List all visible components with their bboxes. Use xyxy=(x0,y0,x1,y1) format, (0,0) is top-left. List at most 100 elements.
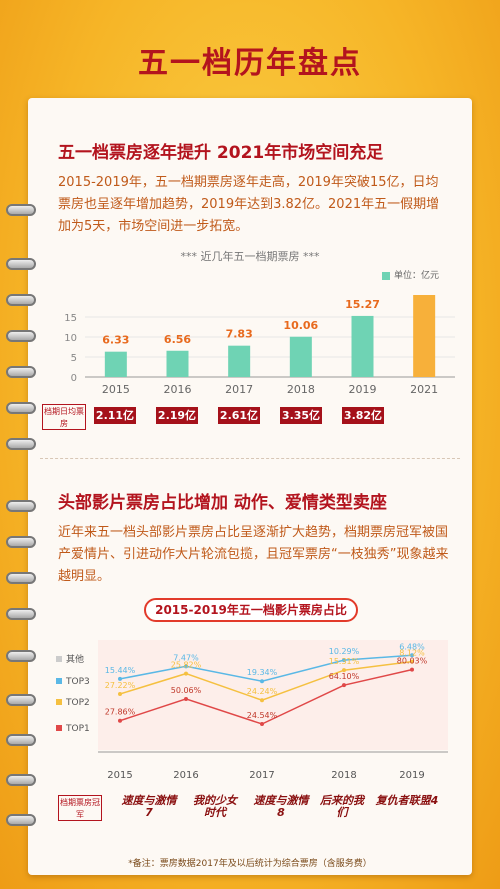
binding-ring xyxy=(6,330,36,342)
series-point xyxy=(118,676,122,681)
section2-paragraph: 近年来五一档头部影片票房占比呈逐渐扩大趋势，档期票房冠军被国产爱情片、引进动作大… xyxy=(58,525,449,584)
data-label: 7.47% xyxy=(173,653,199,662)
binding-ring xyxy=(6,366,36,378)
legend-swatch xyxy=(56,725,62,731)
x-tick-label: 2016 xyxy=(173,770,198,781)
champion-film-title: 速度与激情8 xyxy=(253,794,309,819)
bar-value-label: 7.83 xyxy=(226,328,253,341)
binding-ring xyxy=(6,204,36,216)
data-label: 27.86% xyxy=(105,708,136,717)
bar xyxy=(228,345,251,377)
data-label: 24.24% xyxy=(247,687,278,696)
series-point xyxy=(342,683,346,688)
chart1-unit: 单位：亿元 xyxy=(382,268,439,281)
series-point xyxy=(260,698,264,703)
data-label: 80.03% xyxy=(397,657,428,666)
data-label: 6.48% xyxy=(399,642,425,651)
bar xyxy=(289,336,312,377)
series-point xyxy=(118,692,122,697)
bar xyxy=(166,350,189,377)
bar-value-label: 6.56 xyxy=(164,333,191,346)
series-point xyxy=(118,718,122,723)
legend-label: TOP2 xyxy=(65,698,90,708)
x-tick-label: 2015 xyxy=(107,770,132,781)
data-label: 8.12% xyxy=(399,649,425,658)
data-label: 50.06% xyxy=(171,686,202,695)
y-tick-label: 15 xyxy=(64,313,77,324)
plot-background xyxy=(98,640,448,750)
binding-ring xyxy=(6,536,36,548)
bar xyxy=(104,351,127,377)
x-tick-label: 2017 xyxy=(249,770,274,781)
legend-swatch xyxy=(56,699,62,705)
x-tick-label: 2017 xyxy=(225,383,253,396)
binding-ring xyxy=(6,402,36,414)
series-point xyxy=(410,659,414,664)
data-label: 15.44% xyxy=(105,666,136,675)
x-tick-label: 2015 xyxy=(102,383,130,396)
unit-label: 单位：亿元 xyxy=(394,271,440,281)
series-point xyxy=(184,664,188,669)
binding-ring xyxy=(6,438,36,450)
champion-film-title: 速度与激情7 xyxy=(121,794,177,819)
y-tick-label: 10 xyxy=(64,333,77,344)
binding-ring xyxy=(6,734,36,746)
chart2-title: 2015-2019年五一档影片票房占比 xyxy=(144,598,358,622)
data-label: 64.10% xyxy=(329,672,360,681)
champion-label: 档期票房冠军 xyxy=(58,795,102,821)
unit-swatch xyxy=(382,271,390,280)
x-tick-label: 2018 xyxy=(331,770,356,781)
binding-ring xyxy=(6,258,36,270)
data-label: 10.29% xyxy=(329,647,360,656)
champion-film-title: 复仇者联盟4 xyxy=(375,794,439,807)
y-tick-label: 0 xyxy=(71,373,77,384)
data-label: 27.22% xyxy=(105,681,136,690)
section1-title: 五一档票房逐年提升 2021年市场空间充足 xyxy=(58,143,384,163)
daily-badge: 2.11亿 xyxy=(94,407,136,424)
series-point xyxy=(410,653,414,658)
chart1-title: *** 近几年五一档期票房 *** xyxy=(180,250,320,263)
daily-badge: 3.35亿 xyxy=(280,407,322,424)
binding-ring xyxy=(6,572,36,584)
x-tick-label: 2019 xyxy=(349,383,377,396)
legend-label: TOP3 xyxy=(65,677,90,687)
data-label: 24.54% xyxy=(247,711,278,720)
series-point xyxy=(184,671,188,676)
series-point xyxy=(260,721,264,726)
daily-badge: 2.61亿 xyxy=(218,407,260,424)
series-point xyxy=(410,667,414,672)
binding-ring xyxy=(6,774,36,786)
bar-forecast xyxy=(413,295,436,377)
x-tick-label: 2019 xyxy=(399,770,424,781)
section1-paragraph: 2015-2019年，五一档期票房逐年走高，2019年突破15亿，日均票房也呈逐… xyxy=(58,175,440,234)
footnote: *备注：票房数据2017年及以后统计为综合票房（含服务费） xyxy=(128,859,372,869)
page-title: 五一档历年盘点 xyxy=(138,46,362,81)
binding-ring xyxy=(6,650,36,662)
binding-ring xyxy=(6,694,36,706)
x-tick-label: 2018 xyxy=(287,383,315,396)
section2-title: 头部影片票房占比增加 动作、爱情类型卖座 xyxy=(58,493,387,513)
data-label: 15.31% xyxy=(329,657,360,666)
legend-label: 其他 xyxy=(66,653,84,665)
section-divider xyxy=(40,458,460,459)
binding-ring xyxy=(6,500,36,512)
binding-ring xyxy=(6,294,36,306)
data-label: 19.34% xyxy=(247,668,278,677)
champion-film-title: 后来的我们 xyxy=(320,794,364,819)
champion-film-title: 我的少女时代 xyxy=(193,794,237,819)
daily-badge: 3.82亿 xyxy=(342,407,384,424)
legend-swatch xyxy=(56,656,62,662)
bar xyxy=(351,315,374,377)
legend-swatch xyxy=(56,678,62,684)
x-tick-label: 2016 xyxy=(164,383,192,396)
series-point xyxy=(260,679,264,684)
bar-value-label: 6.33 xyxy=(102,334,129,347)
x-tick-label: 2021 xyxy=(410,383,438,396)
binding-ring xyxy=(6,814,36,826)
binding-ring xyxy=(6,608,36,620)
y-tick-label: 5 xyxy=(71,353,77,364)
bar-value-label: 15.27 xyxy=(345,298,380,311)
daily-badge: 2.19亿 xyxy=(156,407,198,424)
